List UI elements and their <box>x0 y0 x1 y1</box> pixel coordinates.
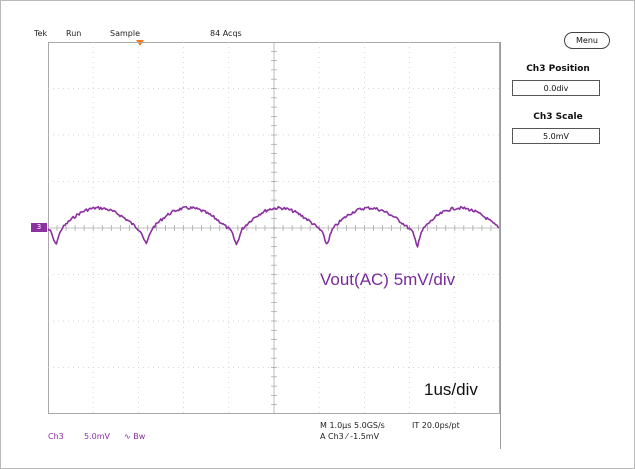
graticule <box>48 42 500 414</box>
trigger-readout: A Ch3 ⁄ -1.5mV <box>320 432 380 441</box>
record-length: IT 20.0ps/pt <box>412 421 460 430</box>
ch3-trace <box>48 205 500 248</box>
ch3-scale-title: Ch3 Scale <box>533 112 583 122</box>
ch3-scale-field[interactable]: 5.0mV <box>512 128 600 144</box>
run-state: Run <box>66 29 82 38</box>
coupling-bw-label: ∿ Bw <box>124 432 146 441</box>
channel-label: Ch3 <box>48 432 64 441</box>
menu-button[interactable]: Menu <box>564 32 610 49</box>
trace-annotation: Vout(AC) 5mV/div <box>320 270 456 289</box>
acquisition-mode: Sample <box>110 29 140 38</box>
ch3-position-title: Ch3 Position <box>526 64 590 74</box>
ch3-ground-marker: 3 <box>31 223 47 232</box>
ch3-position-field[interactable]: 0.0div <box>512 80 600 96</box>
waveform-display <box>48 42 500 414</box>
timebase-annotation: 1us/div <box>424 380 478 399</box>
acquisition-count: 84 Acqs <box>210 29 242 38</box>
timebase-readout: M 1.0µs 5.0GS/s <box>320 421 385 430</box>
brand-label: Tek <box>34 29 48 38</box>
volts-per-div: 5.0mV <box>84 432 110 441</box>
panel-divider <box>500 42 501 449</box>
